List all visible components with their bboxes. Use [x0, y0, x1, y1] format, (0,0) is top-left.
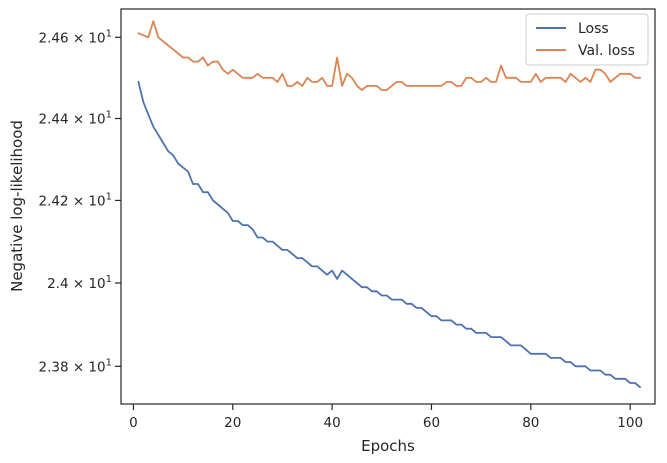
legend-label-val-loss: Val. loss [578, 43, 635, 59]
legend: Loss Val. loss [525, 13, 649, 66]
y-tick-label: 2.42 × 101 [38, 191, 112, 209]
x-tick-label: 40 [324, 415, 341, 431]
x-tick-label: 80 [522, 415, 539, 431]
x-tick-label: 0 [129, 415, 138, 431]
series-layer [137, 20, 641, 389]
legend-box [525, 13, 649, 66]
y-axis-label: Negative log-likelihood [8, 120, 26, 292]
tick-layer: 0 20 40 60 80 100 2.38 × 101 2.4 × 101 2.42 × 10… [38, 28, 643, 431]
series-line-loss [137, 81, 641, 389]
series-line-val-loss [137, 20, 641, 91]
y-tick-label: 2.46 × 101 [38, 28, 112, 46]
x-axis-label: Epochs [361, 437, 415, 455]
y-tick-label: 2.4 × 101 [47, 274, 112, 292]
y-tick-label: 2.38 × 101 [38, 357, 112, 375]
x-tick-label: 60 [423, 415, 440, 431]
x-tick-label: 100 [617, 415, 643, 431]
x-tick-label: 20 [224, 415, 241, 431]
plot-frame [120, 8, 656, 405]
legend-label-loss: Loss [578, 21, 609, 37]
y-tick-label: 2.44 × 101 [38, 110, 112, 128]
